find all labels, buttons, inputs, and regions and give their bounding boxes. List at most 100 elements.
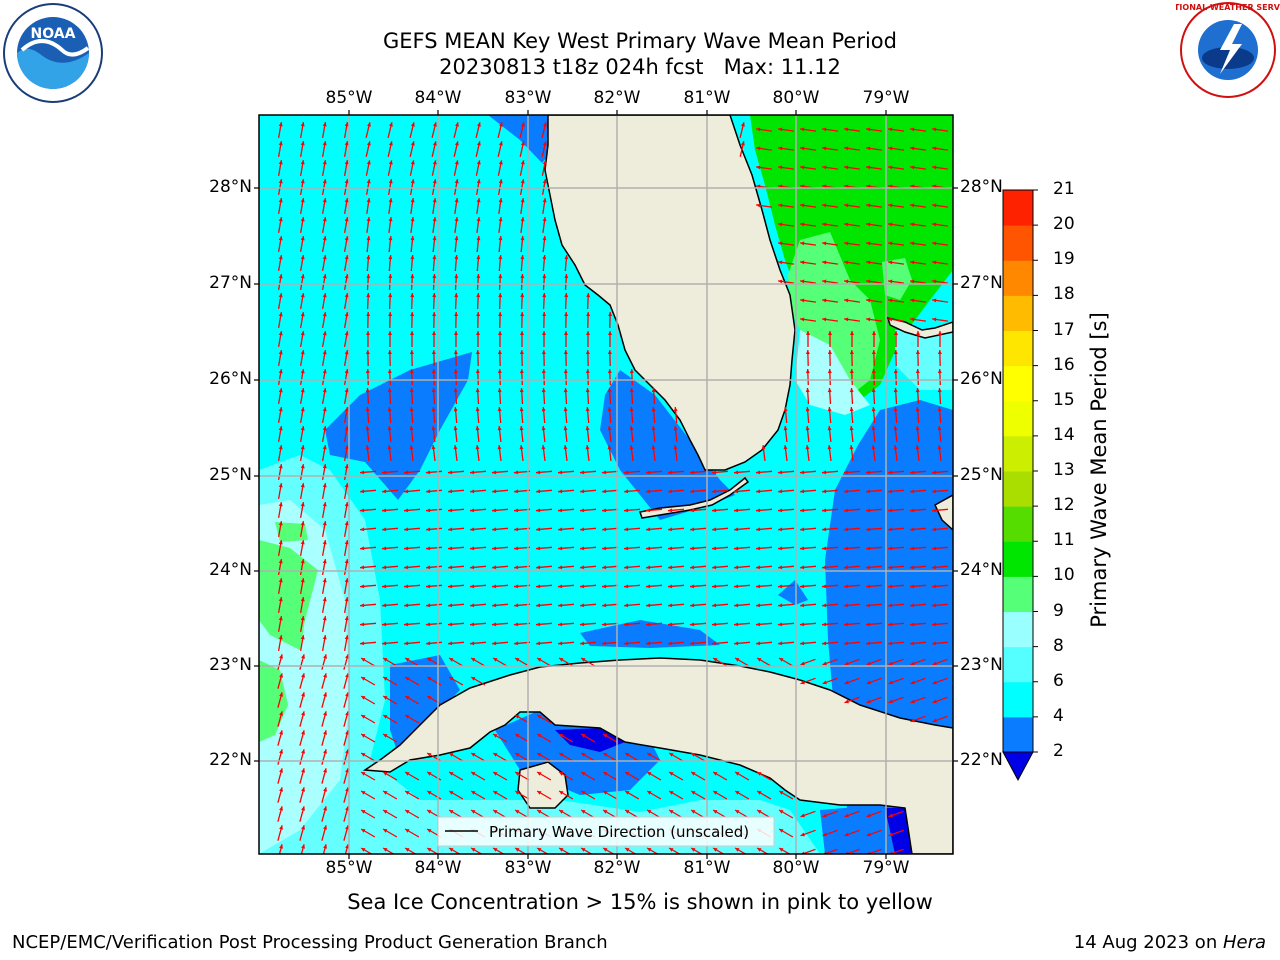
wave-vector-head	[668, 470, 673, 475]
wave-vector-head	[844, 203, 849, 208]
wave-vector-head	[475, 445, 480, 450]
wave-vector-head	[932, 241, 937, 246]
wave-vector-head	[344, 578, 349, 583]
wave-vector-head	[805, 369, 810, 374]
wave-vector-head	[800, 298, 805, 303]
wave-vector-head	[404, 470, 409, 475]
wave-vector-head	[520, 141, 525, 146]
wave-vector-head	[844, 222, 849, 227]
wave-vector-head	[871, 407, 876, 412]
wave-vector-head	[426, 603, 431, 608]
wave-vector-head	[910, 641, 915, 646]
wave-vector-head	[514, 584, 519, 589]
wave-vector-head	[800, 203, 805, 208]
wave-vector-head	[366, 293, 371, 298]
ocean-below-2s-region-cuba	[555, 728, 625, 752]
wave-vector-head	[300, 217, 305, 222]
wave-vector-head	[345, 673, 349, 678]
wave-vector-head	[365, 388, 370, 393]
wave-vector-head	[580, 565, 585, 570]
wave-vector-head	[278, 179, 283, 184]
wave-vector-head	[475, 388, 480, 393]
lon-label-top: 84°W	[414, 88, 462, 108]
wave-vector-head	[932, 699, 937, 704]
wave-vector-head	[301, 768, 305, 773]
wave-vector-head	[475, 426, 480, 431]
wave-vector-head	[536, 641, 541, 646]
wave-vector-head	[300, 483, 305, 488]
wave-vector-head	[932, 203, 937, 208]
wave-vector-head	[388, 331, 392, 335]
wave-vector-head	[756, 470, 761, 475]
wave-vector-head	[344, 388, 349, 393]
wave-vector-head	[783, 426, 788, 431]
wave-vector-head	[476, 160, 481, 165]
wave-vector-head	[454, 274, 459, 279]
wave-vector-head	[432, 217, 437, 222]
wave-vector-head	[279, 711, 283, 716]
wave-vector-head	[910, 279, 915, 284]
wave-vector-head	[602, 641, 607, 646]
wave-vector-head	[691, 848, 696, 852]
wave-vector-head	[383, 829, 388, 833]
wave-vector-head	[454, 160, 459, 165]
lon-label-bottom: 83°W	[504, 858, 552, 878]
wave-vector-head	[761, 445, 766, 450]
wave-vector-head	[888, 641, 893, 646]
wave-vector-head	[345, 806, 349, 811]
wave-vector-head	[537, 810, 542, 814]
wave-vector-head	[514, 546, 519, 551]
wave-vector-head	[344, 198, 349, 203]
wave-vector-head	[932, 317, 937, 322]
wave-vector-head	[410, 236, 415, 241]
wave-vector-head	[646, 622, 651, 627]
wave-vector-head	[712, 584, 717, 589]
colorbar-tick-label: 11	[1053, 530, 1075, 551]
wave-vector-head	[580, 584, 585, 589]
wave-vector-head	[387, 350, 392, 354]
wave-vector-head	[668, 603, 673, 608]
wave-vector-head	[844, 813, 849, 818]
wave-vector-head	[382, 546, 387, 551]
wave-vector-head	[536, 546, 541, 551]
wave-vector-head	[300, 445, 305, 450]
wave-vector-head	[426, 546, 431, 551]
lon-label-bottom: 79°W	[862, 858, 910, 878]
ocean-below-2s-region-se	[885, 808, 912, 854]
wave-vector-head	[300, 179, 305, 184]
wave-vector-head	[779, 791, 784, 795]
wave-vector-head	[888, 317, 893, 322]
wave-vector-head	[805, 445, 810, 450]
wave-vector-head	[888, 203, 893, 208]
wave-vector-head	[646, 641, 651, 646]
wave-vector-head	[278, 217, 283, 222]
wave-vector-head	[344, 350, 349, 355]
wave-vector-head	[431, 388, 436, 393]
wave-vector-head	[405, 810, 410, 814]
wave-vector-head	[323, 825, 327, 830]
wave-vector-head	[756, 165, 761, 170]
wave-vector-head	[541, 426, 546, 431]
wave-vector-head	[932, 222, 937, 227]
colorbar-segment	[1003, 471, 1033, 507]
wave-vector-head	[323, 749, 327, 754]
wave-vector-head	[849, 388, 854, 393]
wave-vector-head	[937, 445, 942, 450]
wave-vector-head	[888, 584, 893, 589]
wave-vector-head	[559, 810, 564, 814]
wave-vector-head	[454, 236, 459, 241]
wave-vector-head	[448, 565, 453, 570]
wave-vector-head	[888, 546, 893, 551]
wave-vector-head	[514, 489, 519, 494]
noaa-logo: NOAA	[3, 3, 103, 103]
colorbar-segment	[1003, 576, 1033, 613]
wave-vector-head	[669, 848, 674, 852]
wave-vector-head	[828, 331, 832, 335]
wave-vector-head	[712, 527, 717, 532]
wave-vector-head	[690, 565, 695, 570]
wave-vector-head	[388, 293, 393, 298]
wave-vector-head	[345, 711, 349, 716]
wave-vector-head	[498, 274, 503, 279]
colorbar-tick-label: 13	[1053, 460, 1075, 480]
wave-vector-head	[800, 489, 805, 494]
